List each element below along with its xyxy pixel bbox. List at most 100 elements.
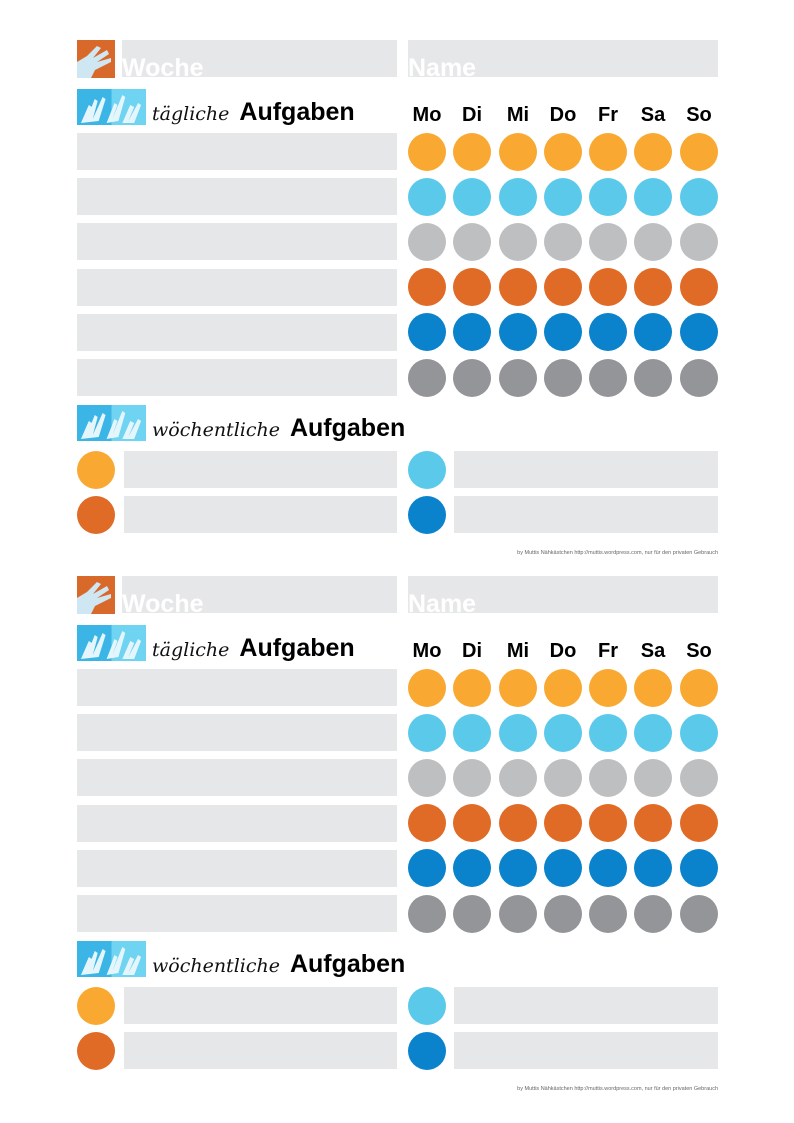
check-circle[interactable] [453, 668, 491, 707]
check-circle[interactable] [408, 268, 446, 307]
daily-task-field[interactable] [77, 359, 397, 396]
check-circle[interactable] [499, 849, 537, 888]
check-circle[interactable] [680, 132, 718, 171]
weekly-task-field[interactable] [124, 451, 397, 488]
check-circle[interactable] [408, 132, 446, 171]
check-circle[interactable] [408, 222, 446, 261]
check-circle[interactable] [680, 177, 718, 216]
check-circle[interactable] [77, 495, 115, 534]
check-circle[interactable] [408, 450, 446, 489]
daily-task-field[interactable] [77, 223, 397, 261]
check-circle[interactable] [589, 804, 627, 843]
check-circle[interactable] [634, 668, 672, 707]
check-circle[interactable] [680, 268, 718, 307]
check-circle[interactable] [453, 804, 491, 843]
check-circle[interactable] [680, 804, 718, 843]
weekly-task-field[interactable] [454, 451, 718, 488]
check-circle[interactable] [499, 358, 537, 397]
check-circle[interactable] [408, 804, 446, 843]
check-circle[interactable] [77, 986, 115, 1025]
check-circle[interactable] [544, 894, 582, 933]
check-circle[interactable] [680, 222, 718, 261]
check-circle[interactable] [634, 713, 672, 752]
daily-task-field[interactable] [77, 804, 397, 842]
check-circle[interactable] [499, 268, 537, 307]
check-circle[interactable] [544, 358, 582, 397]
check-circle[interactable] [589, 713, 627, 752]
daily-task-field[interactable] [77, 133, 397, 170]
check-circle[interactable] [499, 222, 537, 261]
check-circle[interactable] [408, 495, 446, 534]
check-circle[interactable] [634, 804, 672, 843]
check-circle[interactable] [408, 177, 446, 216]
check-circle[interactable] [453, 713, 491, 752]
check-circle[interactable] [544, 758, 582, 797]
check-circle[interactable] [589, 132, 627, 171]
check-circle[interactable] [408, 894, 446, 933]
check-circle[interactable] [680, 713, 718, 752]
check-circle[interactable] [544, 313, 582, 352]
check-circle[interactable] [589, 358, 627, 397]
weekly-task-field[interactable] [454, 1032, 718, 1069]
weekly-task-field[interactable] [454, 496, 718, 533]
check-circle[interactable] [544, 668, 582, 707]
daily-task-field[interactable] [77, 895, 397, 932]
week-field[interactable] [122, 576, 397, 613]
weekly-task-field[interactable] [124, 496, 397, 533]
name-field[interactable] [408, 40, 718, 77]
check-circle[interactable] [544, 268, 582, 307]
check-circle[interactable] [499, 132, 537, 171]
check-circle[interactable] [544, 132, 582, 171]
check-circle[interactable] [680, 758, 718, 797]
check-circle[interactable] [408, 758, 446, 797]
check-circle[interactable] [453, 758, 491, 797]
check-circle[interactable] [589, 268, 627, 307]
check-circle[interactable] [499, 313, 537, 352]
check-circle[interactable] [589, 894, 627, 933]
check-circle[interactable] [634, 313, 672, 352]
check-circle[interactable] [634, 849, 672, 888]
check-circle[interactable] [453, 894, 491, 933]
check-circle[interactable] [634, 758, 672, 797]
check-circle[interactable] [408, 668, 446, 707]
check-circle[interactable] [680, 849, 718, 888]
check-circle[interactable] [453, 177, 491, 216]
check-circle[interactable] [634, 132, 672, 171]
check-circle[interactable] [408, 313, 446, 352]
check-circle[interactable] [680, 668, 718, 707]
check-circle[interactable] [453, 358, 491, 397]
check-circle[interactable] [453, 849, 491, 888]
check-circle[interactable] [77, 450, 115, 489]
daily-task-field[interactable] [77, 313, 397, 351]
check-circle[interactable] [453, 132, 491, 171]
check-circle[interactable] [453, 313, 491, 352]
week-field[interactable] [122, 40, 397, 77]
check-circle[interactable] [680, 358, 718, 397]
check-circle[interactable] [499, 758, 537, 797]
check-circle[interactable] [408, 713, 446, 752]
check-circle[interactable] [408, 358, 446, 397]
check-circle[interactable] [589, 177, 627, 216]
check-circle[interactable] [499, 177, 537, 216]
weekly-task-field[interactable] [124, 987, 397, 1024]
check-circle[interactable] [634, 358, 672, 397]
check-circle[interactable] [634, 177, 672, 216]
check-circle[interactable] [499, 804, 537, 843]
check-circle[interactable] [499, 668, 537, 707]
name-field[interactable] [408, 576, 718, 613]
daily-task-field[interactable] [77, 849, 397, 887]
check-circle[interactable] [408, 1031, 446, 1070]
check-circle[interactable] [589, 222, 627, 261]
check-circle[interactable] [589, 849, 627, 888]
check-circle[interactable] [544, 177, 582, 216]
check-circle[interactable] [453, 222, 491, 261]
check-circle[interactable] [544, 804, 582, 843]
check-circle[interactable] [589, 313, 627, 352]
weekly-task-field[interactable] [124, 1032, 397, 1069]
check-circle[interactable] [589, 758, 627, 797]
daily-task-field[interactable] [77, 759, 397, 797]
check-circle[interactable] [680, 313, 718, 352]
check-circle[interactable] [634, 268, 672, 307]
check-circle[interactable] [544, 713, 582, 752]
check-circle[interactable] [544, 849, 582, 888]
